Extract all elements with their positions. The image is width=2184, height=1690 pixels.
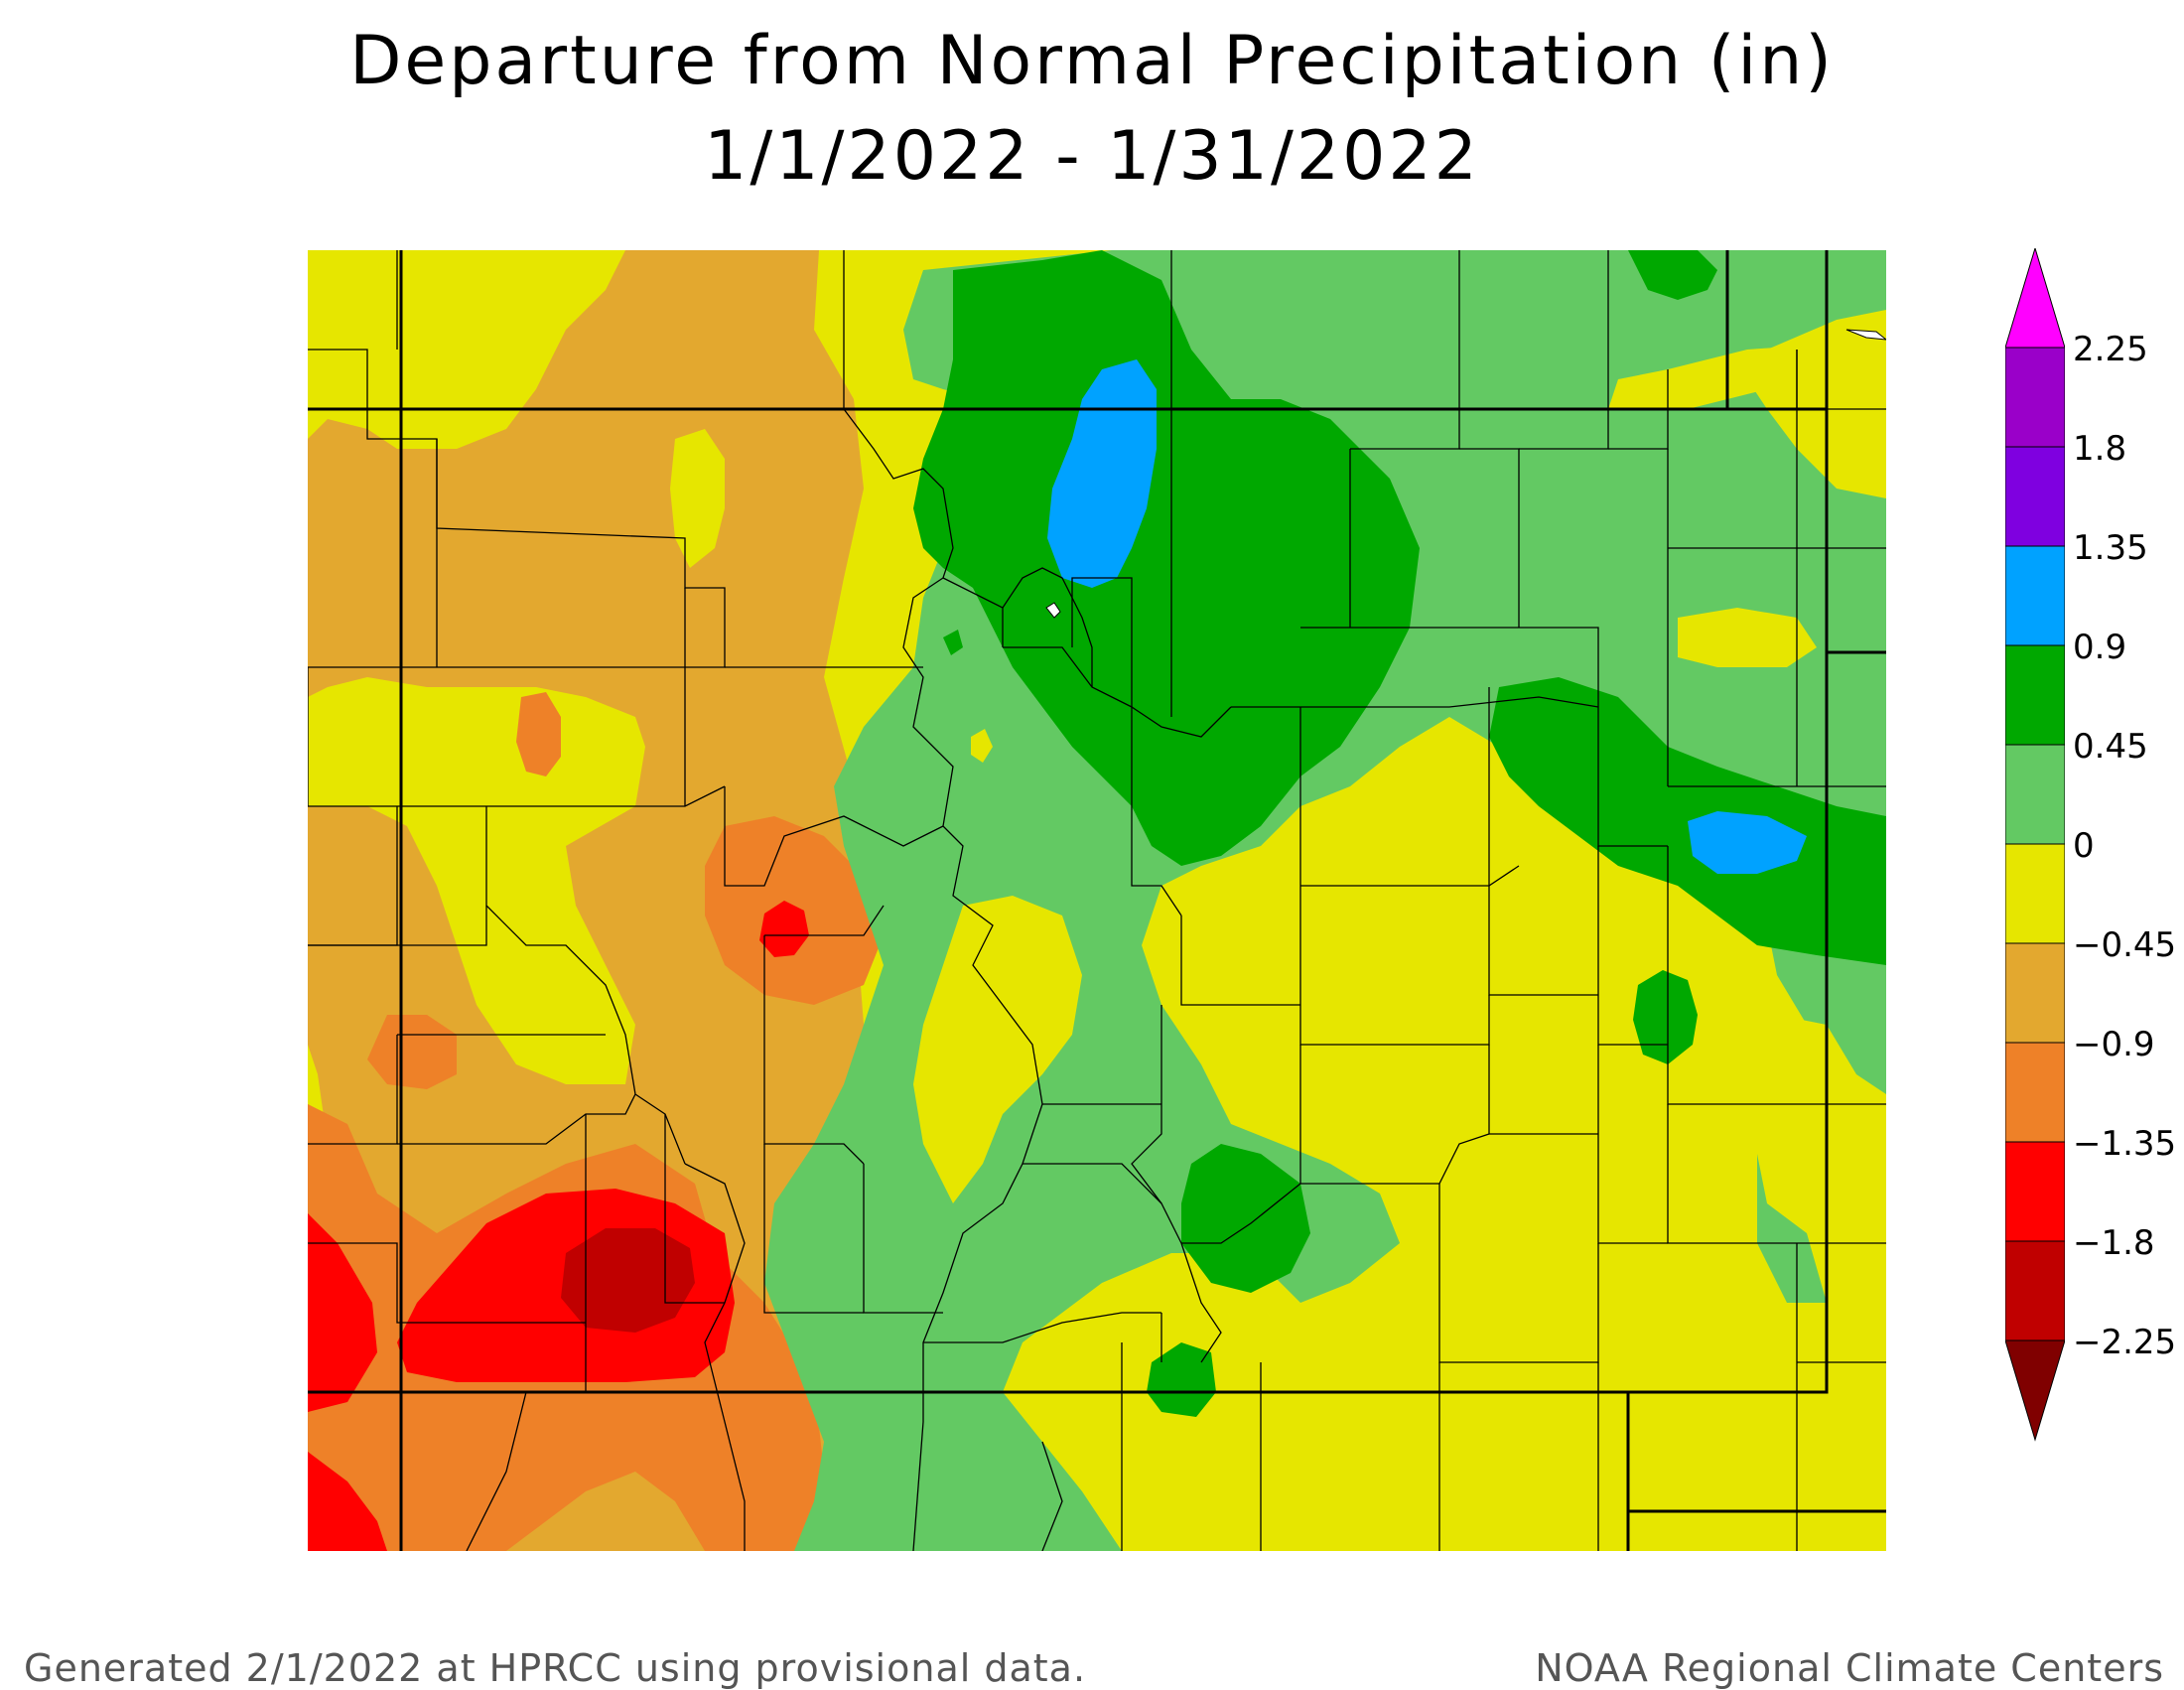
- legend-swatch-neg-0-45-to-0: [2005, 843, 2065, 944]
- legend-colorbar: [2005, 248, 2065, 1442]
- region-neg-0-45-to-0-inner: [308, 687, 645, 1084]
- footer-credit: NOAA Regional Climate Centers: [1535, 1646, 2164, 1690]
- legend-swatch-neg-1-8-to-neg-1-35: [2005, 1141, 2065, 1242]
- legend-label: 0: [2073, 826, 2095, 866]
- legend-swatch-neg-2-25-to-neg-1-8: [2005, 1240, 2065, 1341]
- map-date-range: 1/1/2022 - 1/31/2022: [704, 117, 1480, 196]
- legend-label: 0.9: [2073, 628, 2127, 667]
- region-neg-0-45-to-0-east-pocket: [1678, 608, 1817, 667]
- region-0-45-to-0-9-south-central: [1181, 1144, 1310, 1293]
- region-0-45-to-0-9-nw-dot: [943, 630, 963, 655]
- region-0-45-to-0-9-south: [1147, 1342, 1216, 1417]
- map-title: Departure from Normal Precipitation (in): [349, 22, 1835, 100]
- legend-label: 0.45: [2073, 727, 2148, 767]
- legend-label: −2.25: [2073, 1323, 2177, 1362]
- legend-swatch-neg-0-9-to-neg-0-45: [2005, 942, 2065, 1044]
- lake-ne: [1845, 329, 1886, 341]
- precipitation-map: [308, 250, 1886, 1551]
- legend-label: 2.25: [2073, 330, 2148, 369]
- region-neg-0-45-to-0-far-se: [1678, 1015, 1886, 1551]
- region-neg-0-45-to-0-south-tip: [1142, 1462, 1360, 1551]
- region-neg-1-8-to-neg-1-35-central: [759, 901, 809, 957]
- region-neg-0-45-to-0-se: [1340, 1293, 1439, 1392]
- region-0-9-to-1-35-north: [1047, 359, 1157, 588]
- region-0-45-to-0-9-north: [913, 250, 1420, 866]
- region-0-9-to-1-35-east: [1688, 811, 1807, 874]
- legend-swatch-1-35-to-1-8: [2005, 446, 2065, 547]
- legend-swatch-0-9-to-1-35: [2005, 545, 2065, 646]
- legend-label: −1.35: [2073, 1124, 2177, 1164]
- lake: [1045, 602, 1061, 619]
- region-neg-0-45-to-0-central-pocket: [913, 896, 1082, 1203]
- region-neg-0-45-to-0-pocket-small: [971, 729, 993, 763]
- legend-swatch-0-45-to-0-9: [2005, 644, 2065, 746]
- region-neg-0-45-to-0-north: [670, 429, 725, 568]
- legend-swatch-above-2-25: [2005, 248, 2065, 349]
- region-neg-0-45-to-0-ne-corner: [1747, 310, 1886, 498]
- legend-label: −0.45: [2073, 925, 2177, 965]
- footer-generated-note: Generated 2/1/2022 at HPRCC using provis…: [24, 1646, 1087, 1690]
- region-neg-1-35-to-neg-0-9-nw: [516, 692, 561, 776]
- legend-label: 1.8: [2073, 429, 2127, 469]
- legend-label: 1.35: [2073, 528, 2148, 568]
- region-0-45-to-0-9-se-small: [1633, 970, 1698, 1064]
- region-0-45-to-0-9-ne-top: [1628, 250, 1717, 300]
- legend-swatch-below-neg-2-25: [2005, 1339, 2065, 1442]
- region-neg-1-8-to-neg-1-35-far-sw-south: [308, 1452, 387, 1551]
- region-neg-2-25-to-neg-1-8-sw: [561, 1228, 695, 1333]
- legend-label: −0.9: [2073, 1025, 2155, 1064]
- legend-swatch-0-to-0-45: [2005, 744, 2065, 845]
- region-neg-1-8-to-neg-1-35-far-sw: [308, 1213, 377, 1412]
- legend-swatch-1-8-to-2-25: [2005, 347, 2065, 448]
- region-neg-1-35-to-neg-0-9-west-small: [367, 1015, 457, 1089]
- legend-label: −1.8: [2073, 1223, 2155, 1263]
- legend-swatch-neg-1-35-to-neg-0-9: [2005, 1042, 2065, 1143]
- state-boundaries: [308, 250, 1886, 1551]
